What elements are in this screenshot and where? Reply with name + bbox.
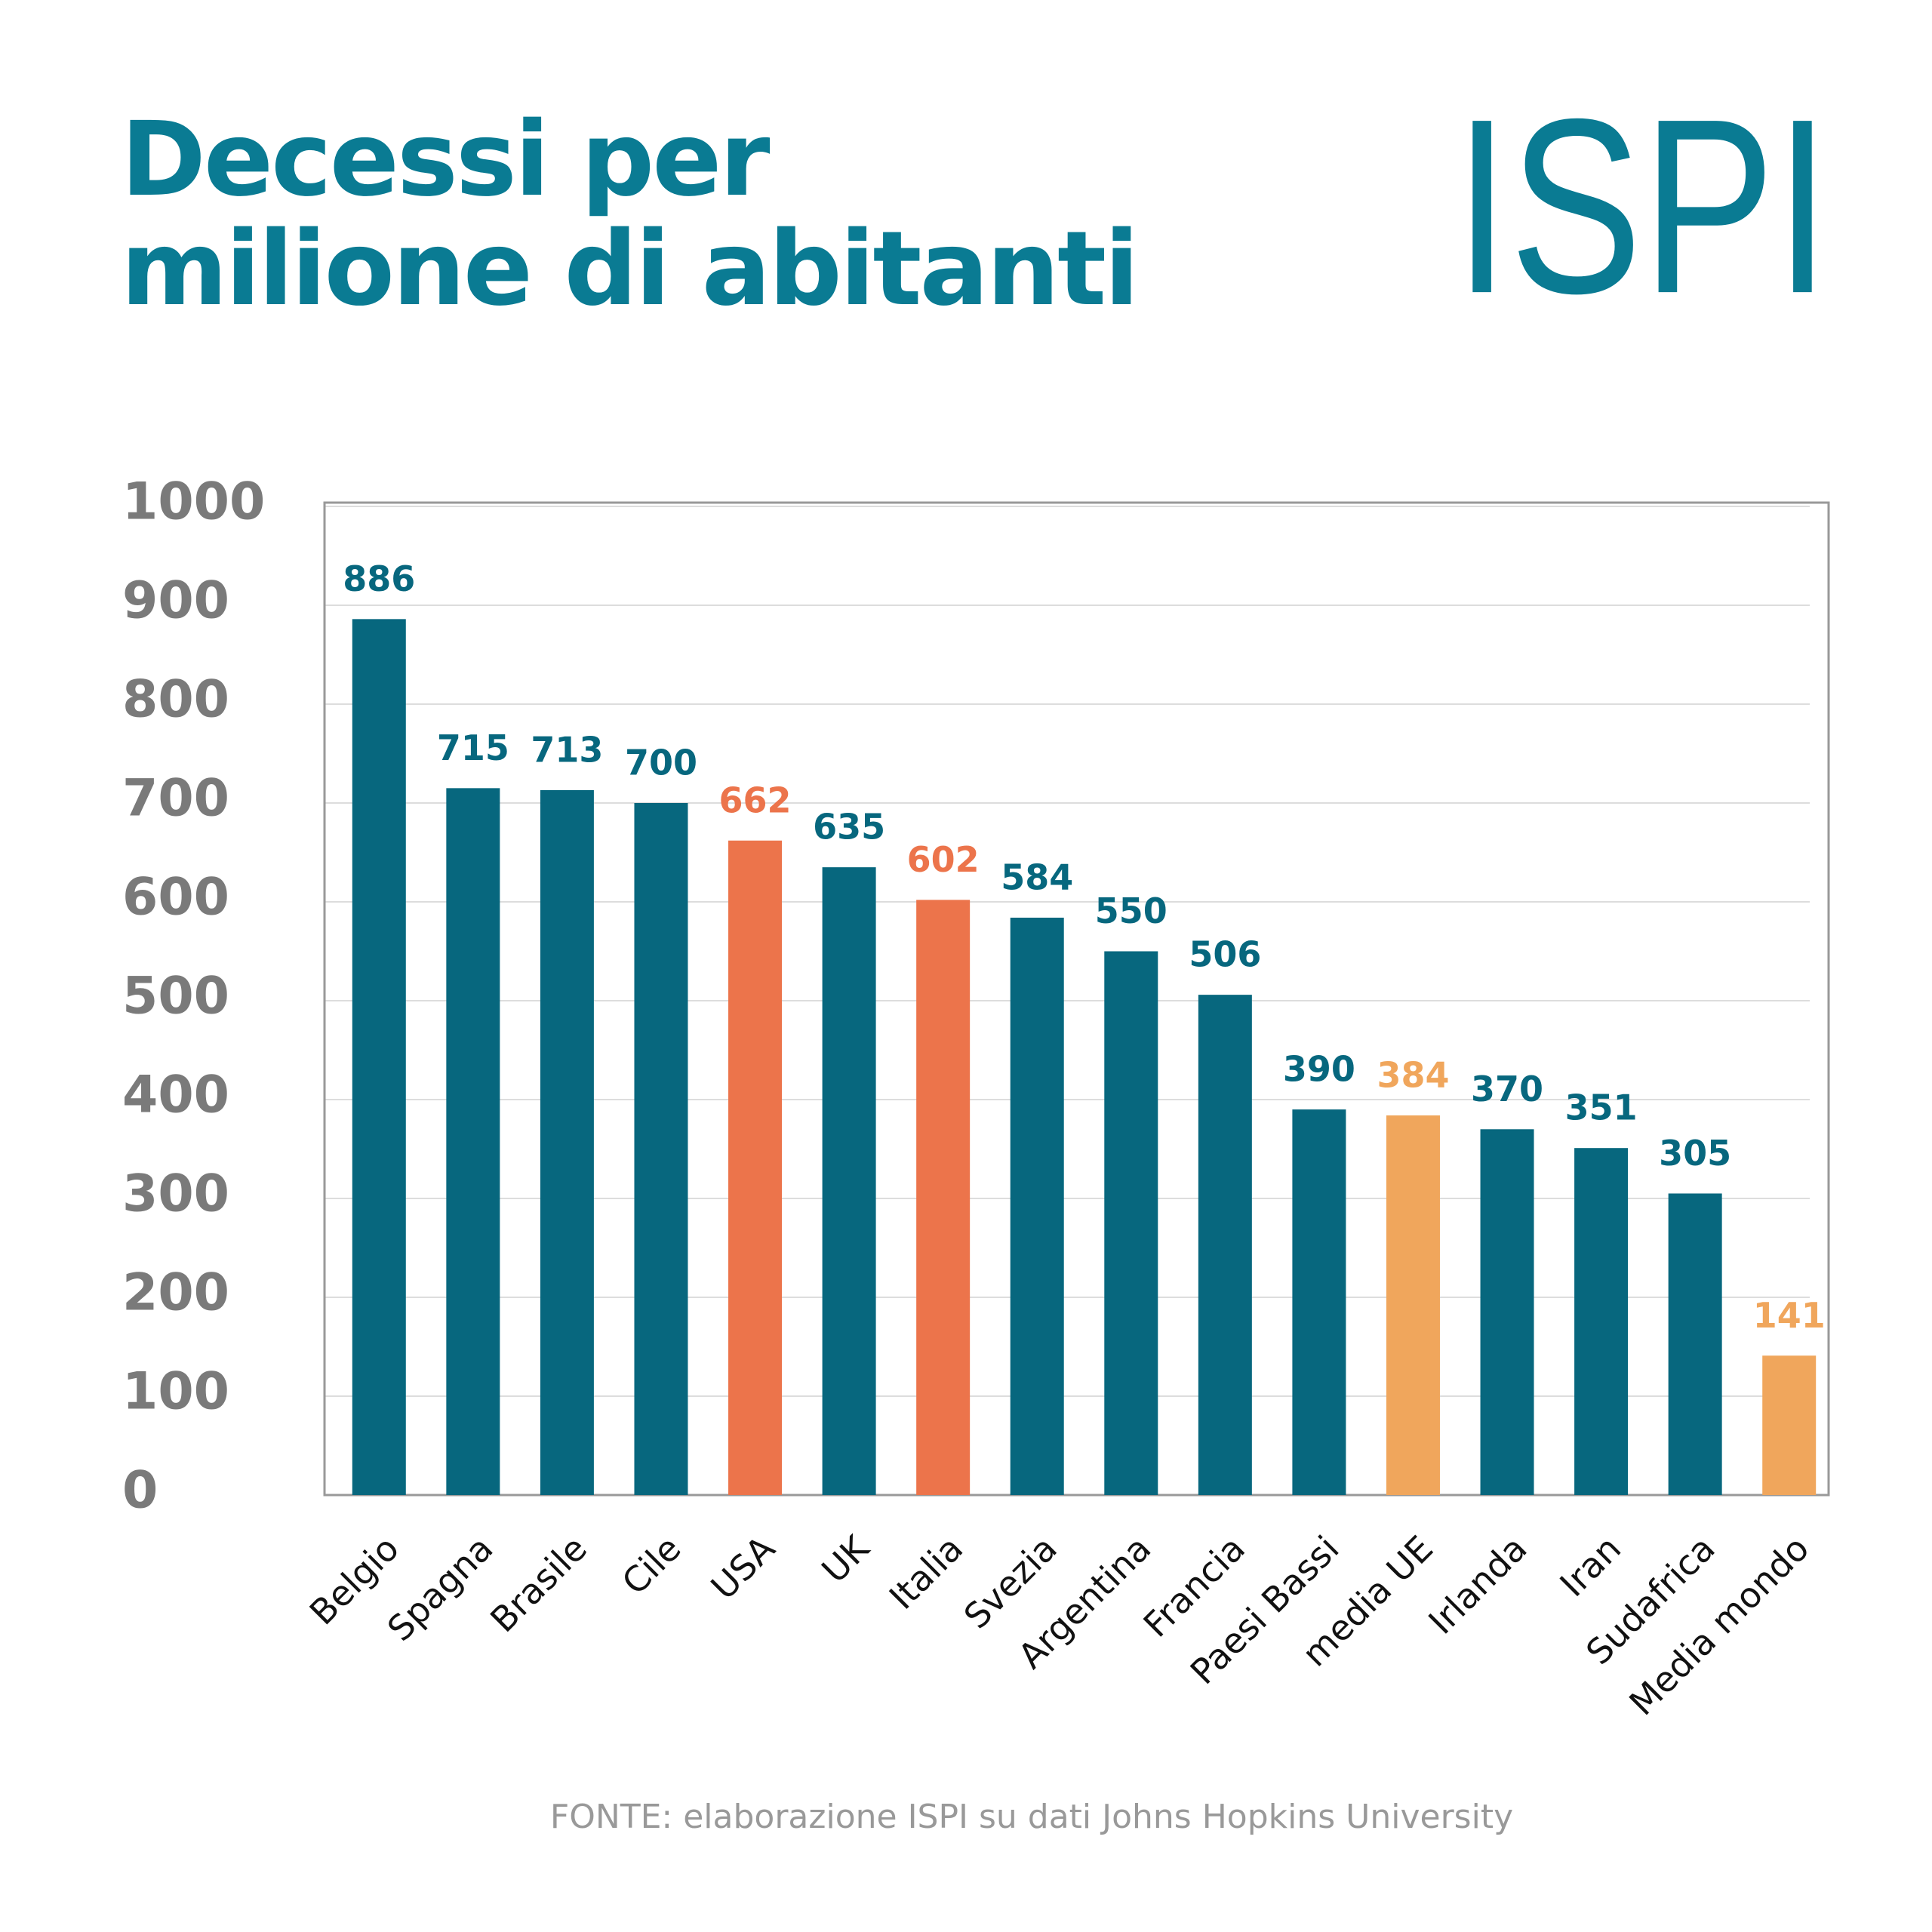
bar xyxy=(540,789,594,1495)
value-label: 713 xyxy=(531,729,603,770)
bar xyxy=(1104,951,1158,1495)
x-tick-label: Italia xyxy=(881,1527,971,1617)
bar xyxy=(916,900,971,1495)
y-tick-label: 100 xyxy=(122,1362,229,1422)
bar xyxy=(728,840,783,1495)
value-label: 370 xyxy=(1471,1069,1543,1109)
value-label: 506 xyxy=(1189,934,1261,975)
bar xyxy=(1010,917,1064,1495)
value-label: 662 xyxy=(719,780,792,820)
value-label: 384 xyxy=(1377,1054,1449,1095)
bar xyxy=(1292,1109,1346,1495)
y-tick-label: 1000 xyxy=(122,472,265,532)
bar xyxy=(1198,995,1252,1495)
bar xyxy=(822,867,876,1495)
value-label: 550 xyxy=(1095,891,1168,931)
y-tick-label: 900 xyxy=(122,571,229,631)
value-label: 584 xyxy=(1001,857,1073,897)
bar xyxy=(634,803,688,1495)
value-label: 715 xyxy=(437,728,509,768)
value-label: 635 xyxy=(813,807,885,848)
value-label: 700 xyxy=(625,743,697,783)
value-label: 305 xyxy=(1659,1133,1731,1174)
bar xyxy=(1668,1193,1722,1495)
x-tick-label: Spagna xyxy=(380,1527,501,1649)
value-label: 602 xyxy=(907,839,980,880)
bar xyxy=(1480,1129,1534,1495)
source-note: FONTE: elaborazione ISPI su dati Johns H… xyxy=(550,1798,1513,1836)
logo: ISPI xyxy=(1454,66,1830,345)
value-label: 886 xyxy=(343,558,415,599)
y-tick-label: 400 xyxy=(122,1066,229,1125)
bar xyxy=(1386,1115,1440,1495)
plot-frame xyxy=(323,501,1830,1497)
x-tick-label: Iran xyxy=(1552,1527,1629,1604)
chart-title: Decessi per milione di abitanti xyxy=(121,100,1140,329)
y-tick-label: 300 xyxy=(122,1164,229,1224)
value-label: 141 xyxy=(1753,1295,1826,1336)
y-tick-label: 800 xyxy=(122,670,229,730)
y-tick-label: 500 xyxy=(122,967,229,1026)
bar xyxy=(1762,1355,1817,1495)
y-tick-label: 0 xyxy=(122,1461,158,1521)
y-tick-label: 600 xyxy=(122,868,229,928)
x-tick-label: Brasile xyxy=(482,1527,595,1640)
x-tick-label: Irlanda xyxy=(1420,1527,1534,1641)
x-tick-label: UK xyxy=(814,1527,878,1591)
bar xyxy=(1574,1148,1629,1495)
value-label: 390 xyxy=(1283,1049,1355,1090)
value-label: 351 xyxy=(1565,1088,1638,1128)
y-tick-label: 700 xyxy=(122,769,229,829)
x-tick-label: Cile xyxy=(614,1527,689,1602)
bar xyxy=(352,619,406,1495)
y-tick-label: 200 xyxy=(122,1263,229,1323)
x-tick-label: USA xyxy=(703,1527,783,1607)
bar xyxy=(446,788,500,1495)
